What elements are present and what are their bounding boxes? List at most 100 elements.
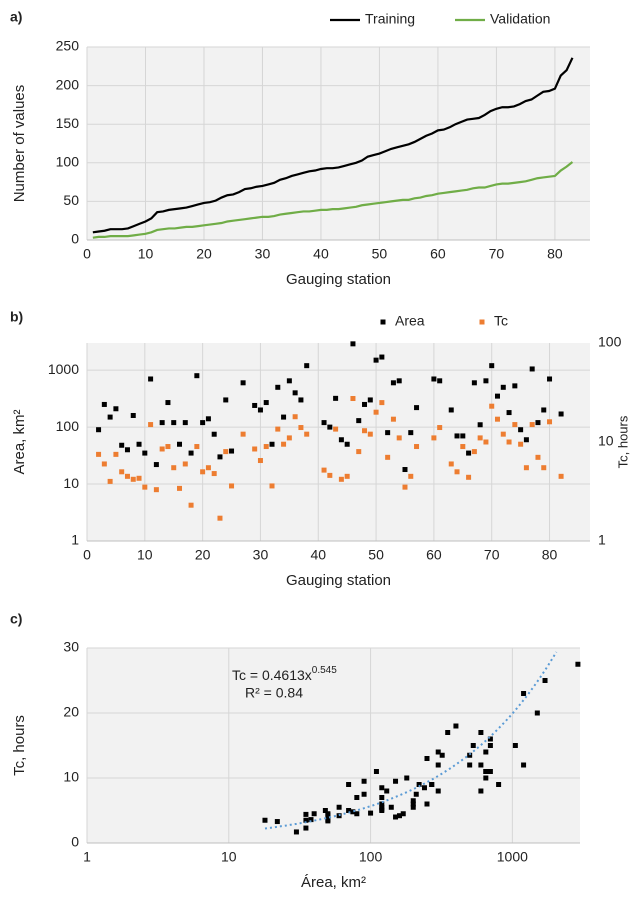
x-tick-label: 0 (83, 547, 91, 563)
point (535, 454, 541, 460)
point (379, 785, 385, 791)
point (205, 465, 211, 471)
point (124, 447, 130, 453)
x-tick-label: 60 (426, 547, 442, 563)
point (281, 414, 287, 420)
point (322, 808, 328, 813)
point (124, 473, 130, 479)
point (153, 462, 159, 468)
point (333, 395, 339, 401)
point (308, 817, 314, 823)
point (136, 441, 142, 447)
y-tick-label: 100 (56, 418, 80, 434)
point (240, 431, 246, 437)
point (354, 811, 360, 817)
point (325, 817, 331, 823)
point (286, 435, 292, 441)
point (512, 422, 518, 428)
point (286, 378, 292, 384)
point (416, 782, 422, 787)
point (113, 406, 119, 412)
y-tick-label: 10 (63, 769, 79, 785)
point (142, 450, 148, 456)
point (211, 431, 217, 437)
point (350, 341, 356, 347)
point (523, 437, 529, 443)
point (431, 376, 437, 382)
point (263, 444, 269, 450)
x-tick-label: 100 (359, 849, 383, 865)
legend-swatch (479, 319, 485, 325)
point (397, 813, 403, 819)
x-tick-label: 20 (195, 547, 211, 563)
point (487, 736, 493, 742)
point (257, 458, 263, 464)
point (410, 804, 416, 810)
point (292, 390, 298, 396)
point (177, 485, 183, 491)
legend-label: Training (365, 11, 415, 27)
point (512, 743, 518, 748)
point (354, 795, 360, 800)
point (400, 811, 406, 817)
y-axis-label: Area, km² (11, 409, 28, 474)
point (303, 825, 309, 831)
plot-area (87, 343, 590, 541)
y-axis-label: Number of values (11, 85, 28, 203)
point (494, 393, 500, 399)
point (396, 378, 402, 384)
point (321, 467, 327, 473)
point (325, 811, 331, 817)
point (390, 416, 396, 422)
x-tick-label: 0 (83, 246, 91, 262)
point (487, 743, 493, 748)
point (182, 420, 188, 426)
plot-area (87, 47, 590, 240)
y-axis-label: Tc, hours (11, 715, 28, 776)
point (523, 465, 529, 471)
point (396, 435, 402, 441)
point (437, 378, 443, 384)
point (367, 431, 373, 437)
point (379, 400, 385, 406)
point (107, 414, 113, 420)
point (379, 795, 385, 800)
point (130, 476, 136, 482)
point (541, 407, 547, 413)
legend-swatch (380, 319, 386, 325)
point (361, 791, 367, 797)
point (171, 420, 177, 426)
point (177, 441, 183, 447)
point (373, 769, 379, 774)
point (431, 435, 437, 441)
x-tick-label: 30 (253, 547, 269, 563)
point (453, 723, 459, 729)
point (477, 435, 483, 441)
x-tick-label: 1 (83, 849, 91, 865)
point (414, 405, 420, 411)
point (194, 444, 200, 450)
point (521, 691, 527, 696)
point (159, 420, 165, 426)
x-tick-label: 70 (489, 246, 505, 262)
point (393, 778, 399, 784)
x-tick-label: 10 (221, 849, 237, 865)
point (393, 814, 399, 820)
point (379, 801, 385, 807)
point (136, 475, 142, 481)
point (373, 357, 379, 363)
x-axis-label: Gauging station (286, 271, 391, 288)
x-tick-label: 50 (368, 547, 384, 563)
point (558, 411, 564, 417)
point (298, 397, 304, 403)
point (414, 444, 420, 450)
point (496, 782, 502, 787)
point (500, 384, 506, 390)
point (390, 380, 396, 386)
point (361, 778, 367, 784)
point (171, 465, 177, 471)
x-tick-label: 50 (372, 246, 388, 262)
x-tick-label: 10 (137, 547, 153, 563)
point (547, 376, 553, 382)
point (437, 425, 443, 431)
